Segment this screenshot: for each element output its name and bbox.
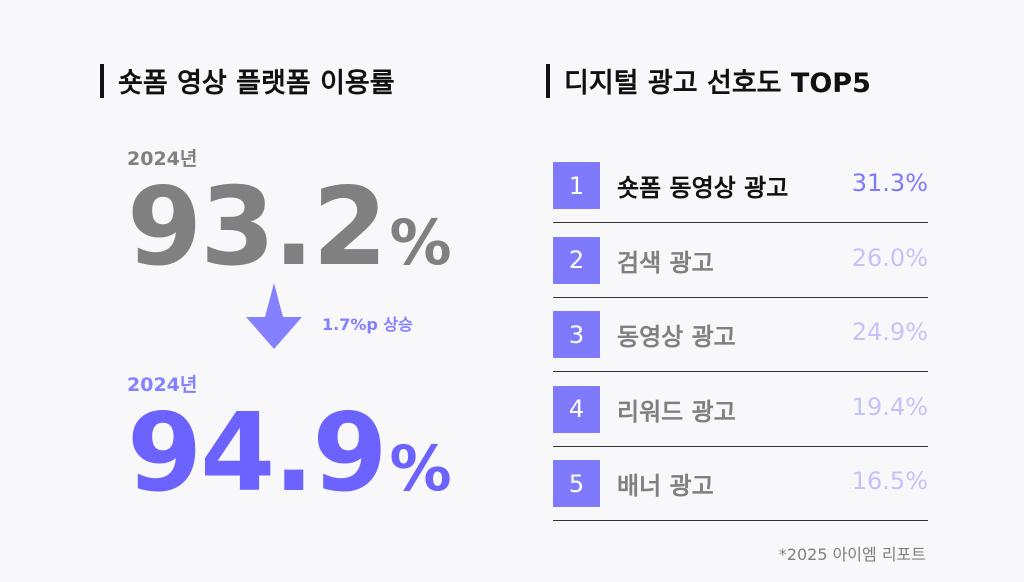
ad-type-value: 16.5%	[851, 467, 928, 495]
ad-type-label: 리워드 광고	[617, 397, 736, 426]
row-divider	[553, 445, 928, 447]
ad-type-value: 31.3%	[851, 169, 928, 197]
change-label: 1.7%p 상승	[322, 315, 413, 334]
ad-type-label: 검색 광고	[617, 248, 714, 277]
ranking-row: 5 배너 광고 16.5%	[553, 460, 928, 534]
source-footnote: *2025 아이엠 리포트	[778, 545, 926, 564]
arrow-down-icon	[246, 283, 302, 349]
rank-badge: 3	[553, 311, 600, 358]
ad-type-value: 26.0%	[851, 243, 928, 272]
ranking-row: 1 숏폼 동영상 광고 31.3%	[553, 162, 928, 236]
before-value: 93.2%	[127, 165, 452, 290]
usage-rate-title: 숏폼 영상 플랫폼 이용률	[100, 61, 395, 100]
rank-badge: 1	[553, 162, 600, 209]
after-value: 94.9%	[127, 391, 452, 516]
ranking-row: 3 동영상 광고 24.9%	[553, 311, 928, 385]
row-divider	[553, 296, 928, 298]
ad-type-label: 동영상 광고	[617, 323, 736, 351]
ranking-row: 4 리워드 광고 19.4%	[553, 385, 928, 460]
title-bar	[100, 63, 104, 98]
ad-type-value: 19.4%	[851, 392, 928, 421]
ad-preference-title: 디지털 광고 선호도 TOP5	[546, 61, 871, 100]
before-year: 2024년	[127, 148, 198, 170]
row-divider	[553, 222, 928, 223]
row-divider	[553, 520, 928, 521]
rank-badge: 2	[553, 236, 600, 284]
ranking-row: 2 검색 광고 26.0%	[553, 236, 928, 311]
after-year: 2024년	[127, 374, 198, 396]
ad-type-label: 숏폼 동영상 광고	[617, 174, 789, 202]
rank-badge: 5	[553, 460, 600, 507]
row-divider	[553, 371, 928, 372]
ad-type-value: 24.9%	[851, 318, 928, 346]
title-bar	[546, 63, 550, 98]
rank-badge: 4	[553, 385, 600, 433]
ad-type-label: 배너 광고	[617, 472, 714, 500]
